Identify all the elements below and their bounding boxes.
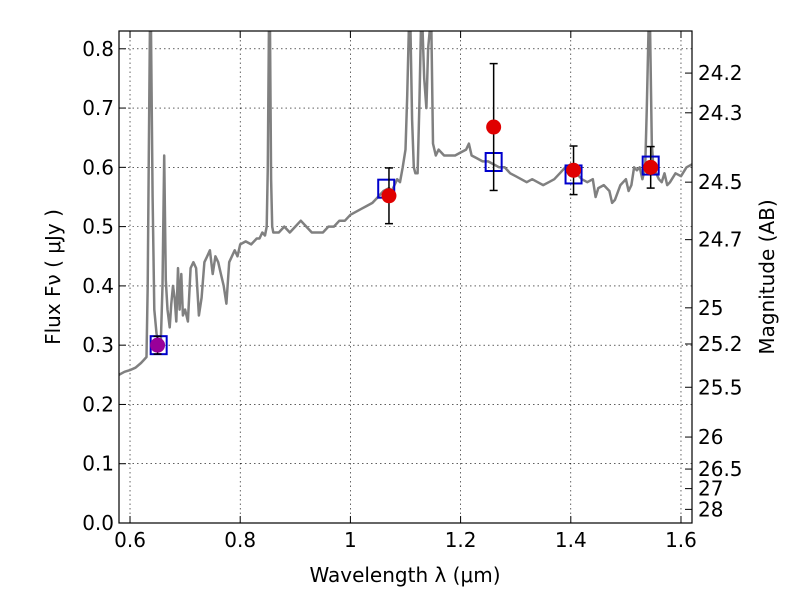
data-layer (119, 31, 692, 376)
y-tick-label: 0.8 (82, 37, 114, 61)
x-tick-label: 1 (344, 528, 357, 552)
y-tick-label: 0.1 (82, 452, 114, 476)
y-tick-label: 0.4 (82, 274, 114, 298)
y-tick-label: 0.3 (82, 333, 114, 357)
magnitude-tick-label: 24.3 (698, 101, 743, 125)
magnitude-tick-label: 28 (698, 497, 723, 521)
x-tick-label: 1.4 (555, 528, 587, 552)
observed-data-point (486, 119, 502, 135)
y-tick-label: 0.2 (82, 392, 114, 416)
magnitude-tick-label: 27 (698, 477, 723, 501)
magnitude-tick-label: 24.5 (698, 170, 743, 194)
observed-data-point (643, 159, 659, 175)
x-tick-label: 1.6 (665, 528, 697, 552)
x-tick-label: 0.6 (114, 528, 146, 552)
y-tick-label: 0.7 (82, 96, 114, 120)
y-tick-label: 0.0 (82, 511, 114, 535)
magnitude-tick-label: 24.2 (698, 61, 743, 85)
observed-data-point (566, 162, 582, 178)
plot-frame (118, 30, 693, 524)
x-tick-label: 0.8 (224, 528, 256, 552)
observed-data-point (150, 337, 166, 353)
observed-data-point (381, 188, 397, 204)
y-tick-label: 0.6 (82, 155, 114, 179)
x-tick-label: 1.2 (445, 528, 477, 552)
magnitude-tick-label: 24.7 (698, 228, 743, 252)
x-axis-label: Wavelength λ (μm) (309, 563, 500, 587)
magnitude-tick-label: 26.5 (698, 457, 743, 481)
magnitude-tick-label: 25.2 (698, 332, 743, 356)
magnitude-tick-label: 26 (698, 425, 723, 449)
plot-area (119, 31, 692, 523)
magnitude-tick-label: 25 (698, 296, 723, 320)
y-axis-label-right: Magnitude (AB) (755, 199, 779, 354)
magnitude-tick-label: 25.5 (698, 375, 743, 399)
y-axis-label-left: Flux Fν ( μJy ) (41, 209, 65, 345)
y-tick-label: 0.5 (82, 215, 114, 239)
ticks: 0.6 0.8 1 1.2 1.4 1.6 0.0 0.1 0.2 0.3 0.4 0.5 0.6 0.7… (82, 31, 743, 552)
